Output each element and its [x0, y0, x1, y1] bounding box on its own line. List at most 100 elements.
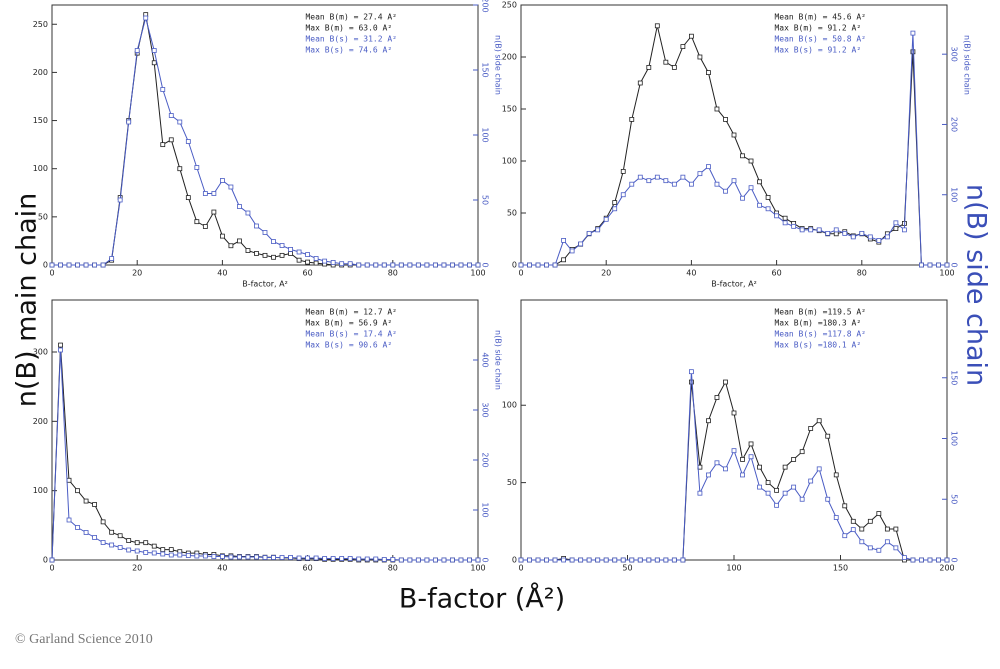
series-line	[51, 345, 478, 561]
data-point	[75, 262, 80, 268]
y2-tick-label: 0	[481, 557, 490, 562]
data-point	[134, 540, 140, 546]
data-point	[83, 262, 89, 268]
data-point	[288, 251, 293, 256]
y-tick-label: 100	[33, 486, 48, 495]
data-point	[765, 490, 771, 496]
data-point	[288, 555, 293, 560]
data-point	[544, 262, 549, 268]
annotation: Max B(s) = 91.2 A²	[774, 46, 861, 55]
data-point	[680, 44, 686, 49]
data-point	[75, 488, 80, 494]
data-point	[723, 117, 728, 122]
data-point	[603, 216, 609, 222]
data-point	[237, 554, 242, 560]
y2-tick-label: 100	[950, 431, 959, 446]
y-tick-label: 200	[33, 68, 48, 77]
data-point	[279, 252, 285, 258]
y2-tick-label: 100	[481, 502, 490, 517]
data-point	[356, 556, 362, 562]
data-point	[816, 227, 822, 233]
data-point	[671, 557, 677, 563]
x-tick-label: 20	[601, 269, 611, 278]
data-point	[740, 153, 745, 159]
data-point	[893, 226, 899, 232]
data-point	[765, 194, 771, 200]
data-point	[151, 543, 157, 549]
data-point	[390, 557, 396, 562]
data-point	[194, 165, 200, 170]
data-point	[117, 545, 123, 550]
data-point	[228, 184, 234, 190]
x-axis-label: B-factor, A²	[242, 280, 288, 289]
data-point	[867, 234, 873, 240]
data-point	[654, 23, 660, 29]
data-point	[151, 48, 157, 53]
annotation: Mean B(m) = 27.4 A²	[305, 13, 397, 22]
data-point	[194, 219, 200, 225]
data-point	[330, 556, 336, 561]
data-point	[100, 262, 106, 268]
data-point	[723, 466, 728, 472]
data-point	[126, 538, 132, 543]
y2-tick-label: 300	[481, 402, 490, 417]
data-point	[757, 202, 762, 208]
series-line	[51, 349, 478, 561]
data-point	[49, 557, 55, 563]
x-tick-label: 0	[49, 564, 54, 573]
data-point	[782, 490, 788, 496]
data-point	[92, 535, 97, 540]
y-tick-label: 300	[33, 348, 48, 357]
data-point	[774, 213, 779, 219]
data-point	[663, 59, 669, 65]
data-point	[245, 554, 251, 560]
y-tick-label: 150	[502, 105, 517, 114]
y2-tick-label: 0	[481, 262, 490, 267]
data-point	[109, 542, 115, 548]
data-point	[714, 181, 720, 187]
data-point	[808, 227, 814, 233]
data-point	[680, 174, 686, 180]
data-point	[458, 557, 464, 563]
data-point	[936, 557, 941, 563]
data-point	[620, 168, 626, 174]
y2-tick-label: 0	[950, 557, 959, 562]
data-point	[680, 557, 686, 563]
y2-tick-label: 50	[481, 195, 490, 205]
data-point	[706, 70, 711, 75]
data-point	[740, 472, 745, 478]
data-point	[441, 262, 447, 268]
data-point	[339, 556, 345, 561]
data-point	[185, 195, 191, 200]
data-point	[202, 191, 208, 196]
data-point	[407, 262, 413, 268]
data-point	[654, 174, 660, 180]
data-point	[364, 262, 370, 268]
data-point	[322, 258, 328, 264]
data-point	[859, 526, 865, 532]
data-point	[254, 251, 259, 256]
data-point	[262, 555, 268, 560]
data-point	[398, 262, 404, 268]
x-tick-label: 0	[518, 564, 523, 573]
data-point	[723, 188, 728, 194]
data-point	[671, 181, 677, 187]
data-point	[884, 539, 890, 545]
data-point	[305, 259, 311, 265]
data-point	[689, 181, 694, 187]
y2-tick-label: 100	[950, 187, 959, 202]
data-point	[714, 106, 720, 112]
data-point	[578, 241, 584, 247]
data-point	[748, 158, 754, 164]
data-point	[552, 557, 558, 563]
data-point	[569, 248, 575, 254]
data-point	[740, 457, 745, 462]
annotation: Mean B(m) =119.5 A²	[774, 308, 866, 317]
data-point	[757, 484, 762, 490]
data-point	[919, 557, 924, 563]
data-point	[117, 533, 123, 539]
data-point	[842, 503, 848, 509]
data-point	[441, 557, 447, 563]
data-point	[825, 496, 831, 502]
x-tick-label: 100	[939, 269, 954, 278]
